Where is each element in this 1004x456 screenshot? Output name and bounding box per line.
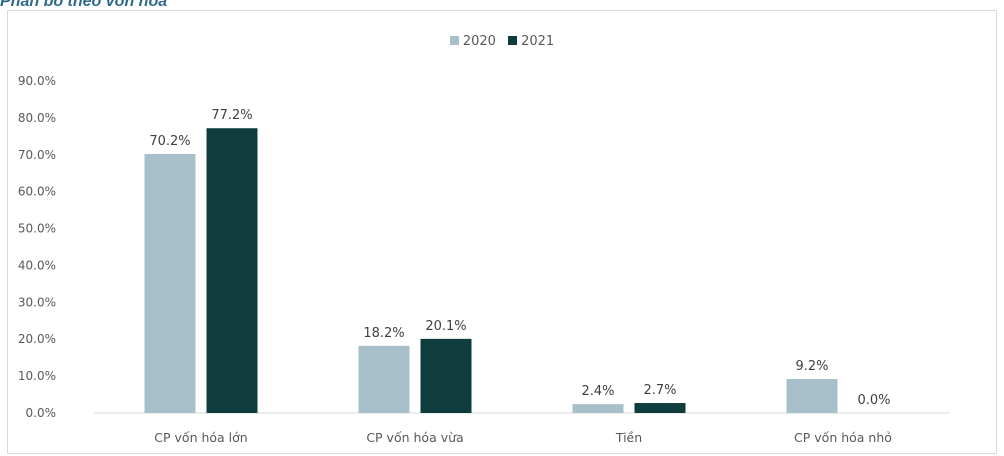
y-tick-label: 50.0% bbox=[18, 222, 56, 236]
y-tick-label: 60.0% bbox=[18, 185, 56, 199]
bar-2021 bbox=[420, 338, 472, 413]
bar-2020 bbox=[358, 345, 410, 413]
x-category-label: CP vốn hóa nhỏ bbox=[794, 430, 892, 445]
chart-caption: Phân bổ theo vốn hóa bbox=[0, 0, 168, 10]
legend-item-2020: 2020 bbox=[449, 34, 496, 49]
legend-swatch-2020 bbox=[449, 36, 459, 45]
chart-legend: 2020 2021 bbox=[0, 34, 1004, 49]
y-tick-label: 40.0% bbox=[18, 258, 56, 272]
data-label-2020: 9.2% bbox=[795, 359, 828, 374]
y-tick-label: 30.0% bbox=[18, 295, 56, 309]
legend-swatch-2021 bbox=[508, 36, 518, 45]
legend-label-2020: 2020 bbox=[462, 34, 496, 49]
bar-2021 bbox=[206, 128, 258, 413]
y-tick-label: 20.0% bbox=[18, 332, 56, 346]
x-category-label: CP vốn hóa lớn bbox=[154, 430, 247, 445]
bar-2021 bbox=[634, 403, 686, 413]
y-tick-label: 10.0% bbox=[18, 369, 56, 383]
bar-2020 bbox=[144, 154, 196, 414]
x-category-label: Tiền bbox=[615, 430, 642, 445]
y-tick-label: 80.0% bbox=[18, 111, 56, 125]
legend-label-2021: 2021 bbox=[521, 34, 555, 49]
data-label-2021: 2.7% bbox=[643, 383, 676, 398]
x-category-label: CP vốn hóa vừa bbox=[366, 430, 463, 445]
y-tick-label: 90.0% bbox=[18, 74, 56, 88]
y-tick-label: 70.0% bbox=[18, 148, 56, 162]
data-label-2020: 2.4% bbox=[581, 384, 614, 399]
data-label-2021: 77.2% bbox=[211, 108, 252, 123]
legend-item-2021: 2021 bbox=[508, 34, 554, 49]
data-label-2021: 0.0% bbox=[857, 393, 890, 408]
data-label-2021: 20.1% bbox=[425, 319, 466, 334]
bar-2020 bbox=[786, 379, 838, 413]
data-label-2020: 70.2% bbox=[149, 134, 190, 149]
data-label-2020: 18.2% bbox=[363, 326, 404, 341]
y-tick-label: 0.0% bbox=[26, 406, 57, 420]
bar-2020 bbox=[572, 404, 624, 413]
